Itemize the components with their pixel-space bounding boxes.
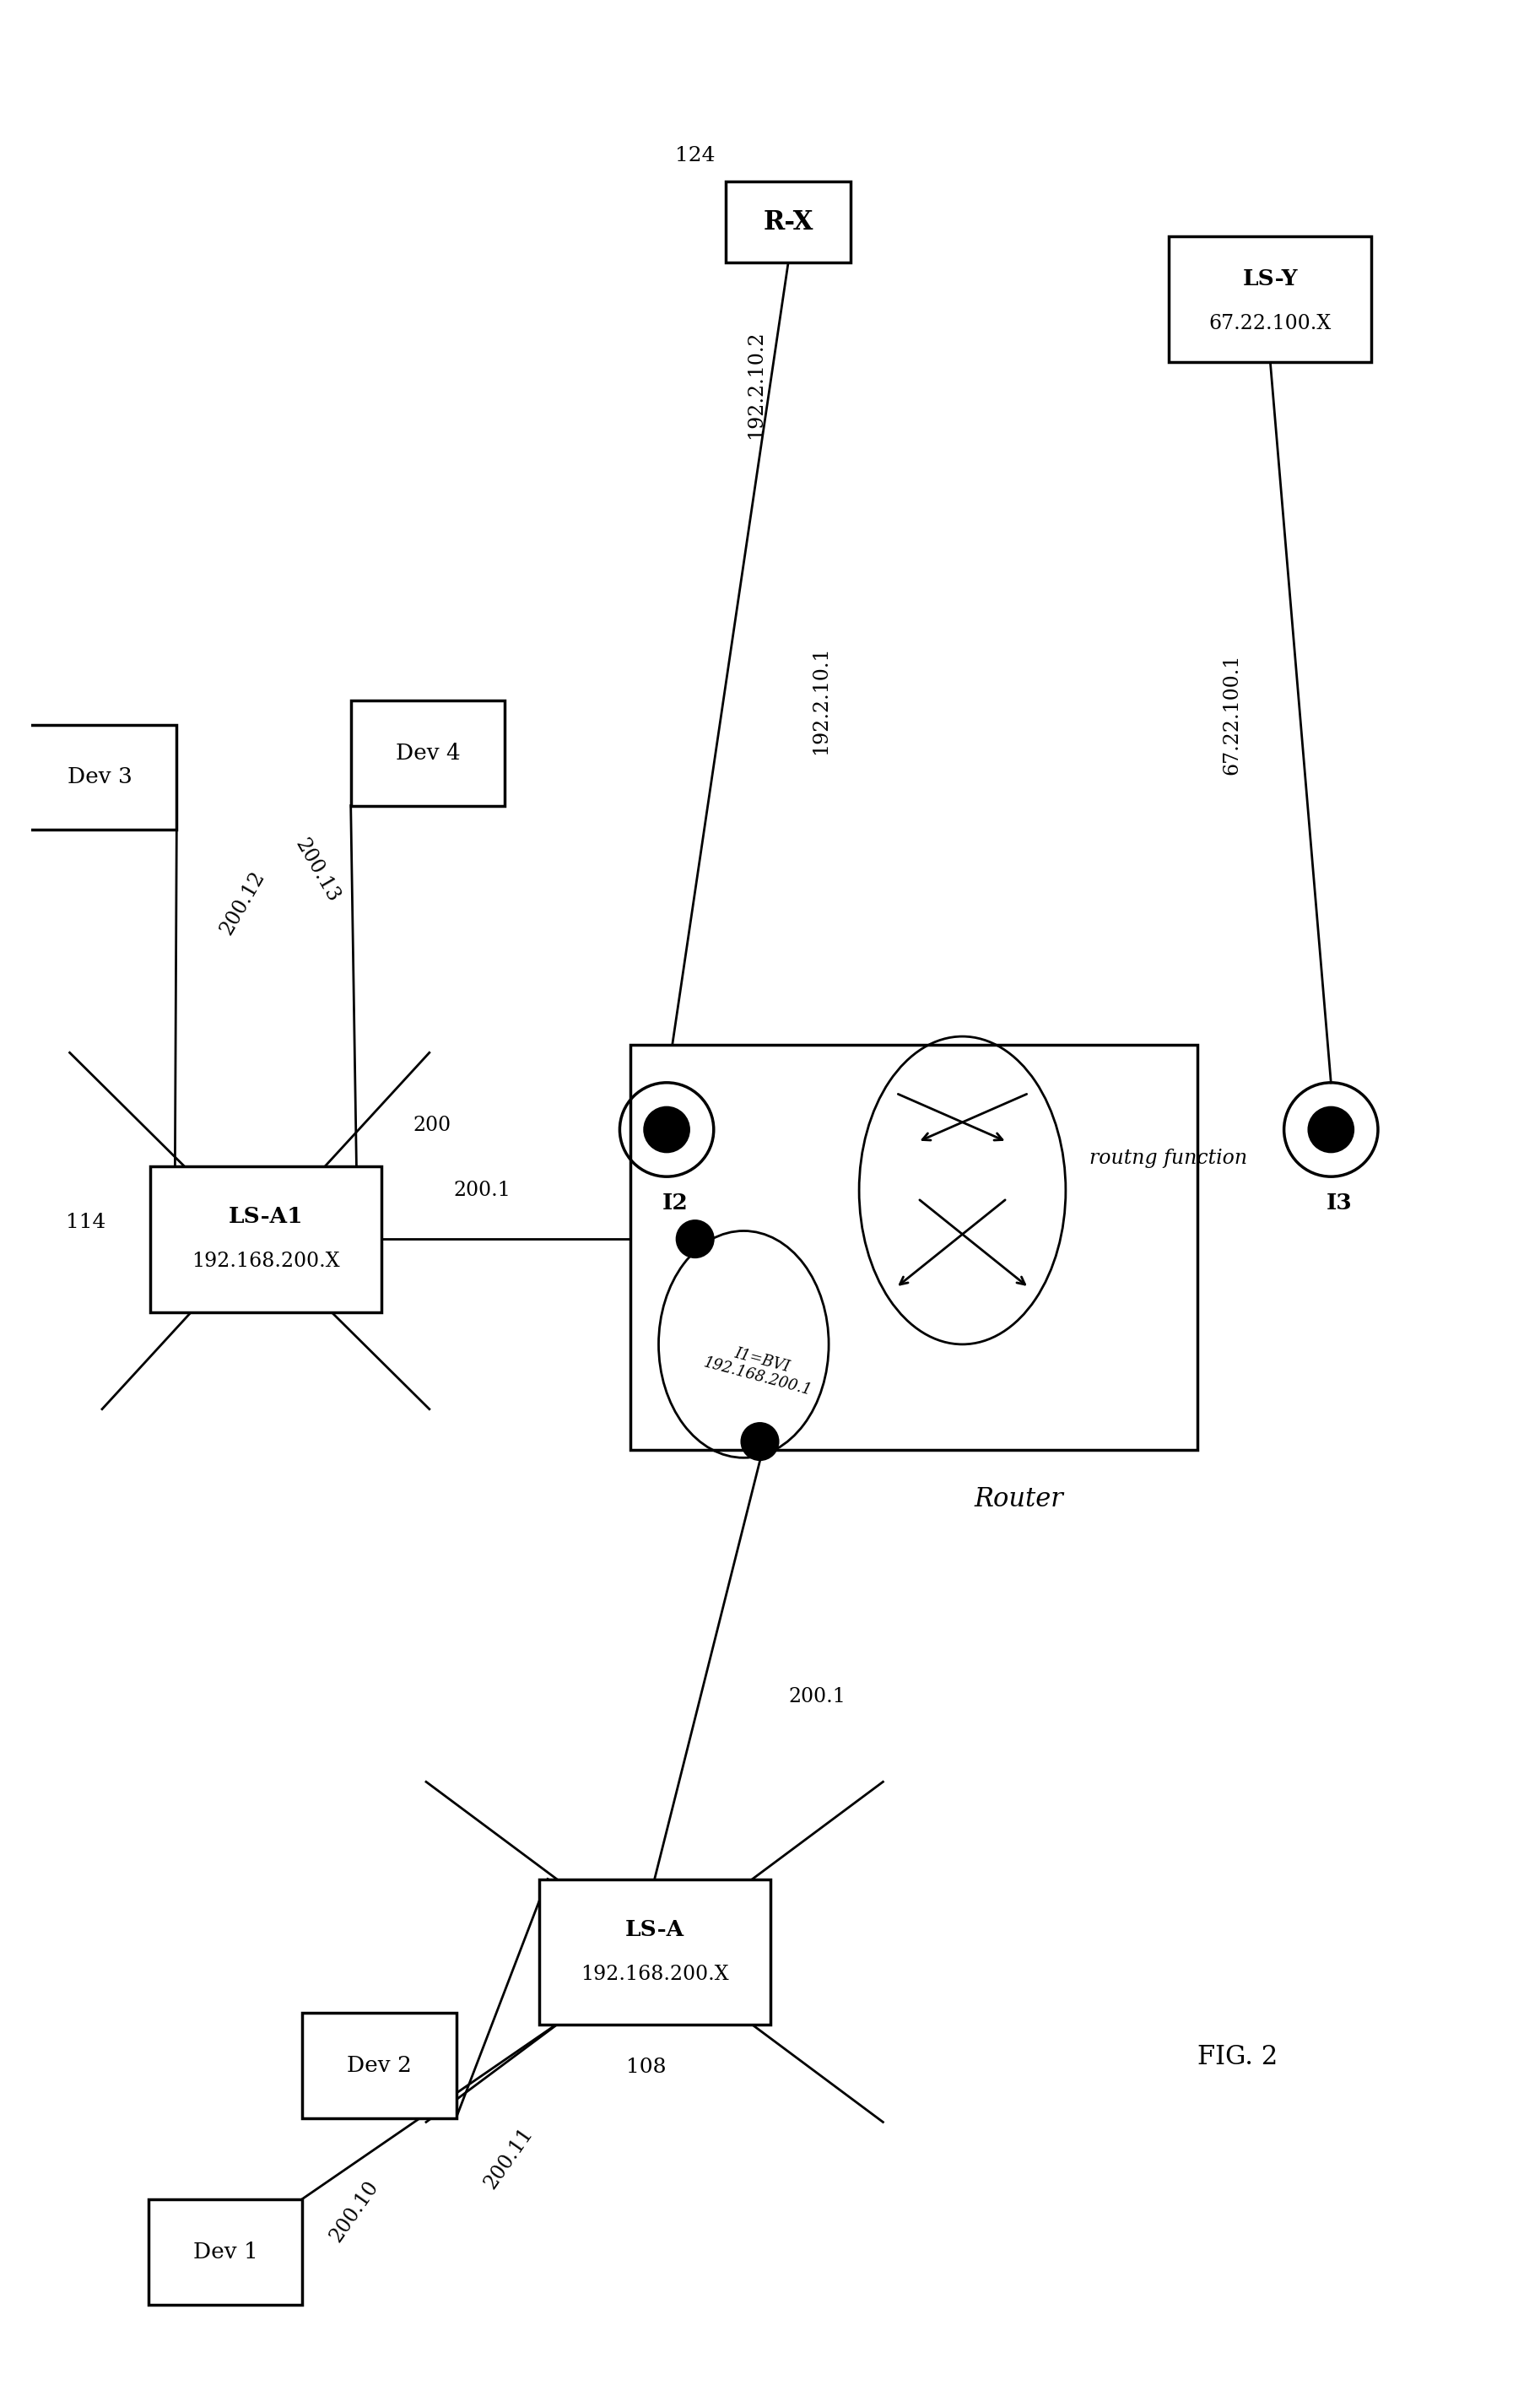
- Bar: [630, 1044, 1197, 1450]
- Text: 200.12: 200.12: [217, 867, 270, 939]
- Text: LS-A: LS-A: [625, 1918, 684, 1940]
- Text: 192.168.200.X: 192.168.200.X: [581, 1964, 728, 1983]
- Text: Dev 1: Dev 1: [192, 2240, 257, 2262]
- Circle shape: [1307, 1107, 1355, 1152]
- Text: 200.11: 200.11: [480, 2125, 536, 2192]
- Text: Dev 2: Dev 2: [346, 2055, 411, 2077]
- Text: FIG. 2: FIG. 2: [1198, 2043, 1278, 2070]
- Text: 192.2.10.2: 192.2.10.2: [747, 329, 765, 439]
- Bar: [23, 725, 177, 831]
- Text: 200.1: 200.1: [788, 1688, 845, 1707]
- Text: R-X: R-X: [764, 209, 813, 235]
- Bar: [302, 2012, 456, 2118]
- Circle shape: [676, 1220, 715, 1258]
- Text: routng function: routng function: [1090, 1148, 1247, 1167]
- Text: 192.168.200.X: 192.168.200.X: [191, 1251, 340, 1273]
- Circle shape: [644, 1107, 690, 1152]
- Text: Router: Router: [975, 1486, 1064, 1513]
- Bar: [539, 1880, 770, 2024]
- Text: LS-Y: LS-Y: [1243, 269, 1298, 291]
- Text: 124: 124: [675, 146, 715, 166]
- Text: 192.2.10.1: 192.2.10.1: [812, 646, 830, 754]
- Text: 67.22.100.X: 67.22.100.X: [1209, 315, 1332, 334]
- Bar: [351, 701, 505, 807]
- Text: I3: I3: [1326, 1193, 1352, 1215]
- Text: 114: 114: [66, 1213, 106, 1232]
- Text: 108: 108: [627, 2058, 667, 2077]
- Text: Dev 4: Dev 4: [396, 742, 460, 764]
- Text: I1=BVI
192.168.200.1: I1=BVI 192.168.200.1: [702, 1337, 818, 1400]
- Text: 200: 200: [413, 1116, 451, 1136]
- Text: Dev 3: Dev 3: [68, 766, 132, 788]
- Text: 200.10: 200.10: [326, 2178, 382, 2245]
- Circle shape: [741, 1421, 779, 1460]
- Text: I2: I2: [662, 1193, 688, 1215]
- Text: LS-A1: LS-A1: [228, 1205, 303, 1227]
- Bar: [1169, 235, 1372, 363]
- Bar: [725, 182, 852, 262]
- Text: 200.1: 200.1: [454, 1181, 511, 1200]
- Bar: [148, 2199, 302, 2305]
- Bar: [151, 1167, 382, 1311]
- Text: 200.13: 200.13: [291, 836, 343, 905]
- Text: 67.22.100.1: 67.22.100.1: [1223, 653, 1241, 776]
